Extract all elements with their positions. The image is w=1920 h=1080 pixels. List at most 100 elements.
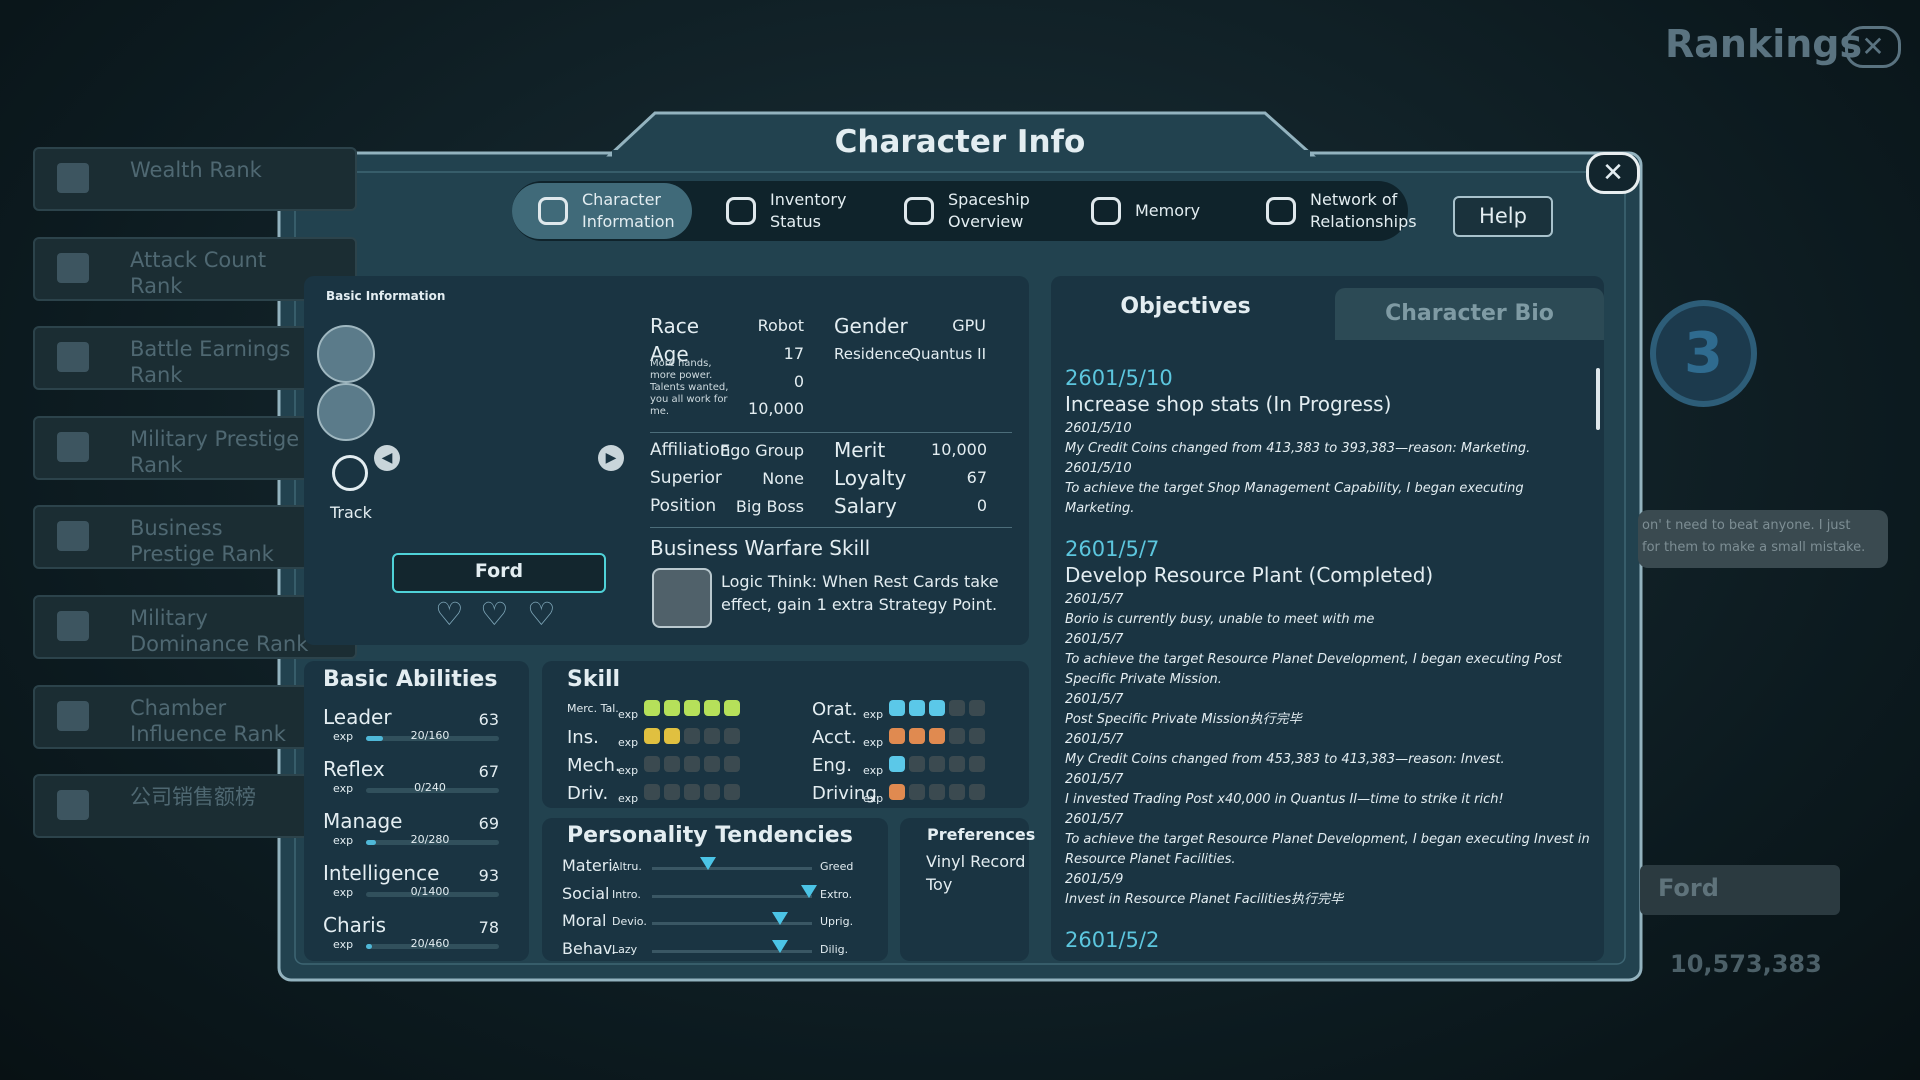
skill-pip	[704, 756, 720, 772]
trait-right: Uprig.	[820, 915, 854, 928]
section-heading: Personality Tendencies	[567, 823, 853, 848]
portrait[interactable]	[317, 325, 375, 383]
nav-tab[interactable]: Spaceship Overview	[878, 183, 1053, 239]
log-date: 2601/5/9	[1065, 872, 1124, 887]
arrow-button[interactable]: ◀	[374, 445, 400, 471]
skill-pip	[969, 784, 985, 800]
trait-name: Moral	[562, 911, 607, 930]
abilities-panel	[304, 661, 529, 961]
skill-pip	[644, 728, 660, 744]
tab-icon	[538, 197, 568, 225]
rank-item[interactable]: Chamber Influence Rank	[33, 684, 357, 749]
skill-pip	[889, 784, 905, 800]
rank-label: Chamber Influence Rank	[130, 695, 286, 746]
trait-right: Greed	[820, 860, 854, 873]
skill-pip	[704, 784, 720, 800]
log-date: 2601/5/7	[1065, 592, 1124, 607]
skill-pip	[909, 784, 925, 800]
rank-item[interactable]: Battle Earnings Rank	[33, 326, 357, 391]
skill-pip	[664, 728, 680, 744]
preferences-panel	[900, 818, 1029, 961]
trait-right: Extro.	[820, 887, 853, 901]
field-value: 0	[793, 372, 804, 391]
skill-pip	[969, 700, 985, 716]
section-heading: Basic Abilities	[323, 667, 498, 692]
skill-pip	[949, 784, 965, 800]
rank-label: Military Dominance Rank	[130, 606, 309, 656]
tab-character-bio[interactable]: Character Bio	[1335, 288, 1604, 340]
rank-item[interactable]: Military Prestige Rank	[33, 415, 357, 480]
tab-objectives[interactable]: Objectives	[1120, 294, 1251, 319]
rank-icon	[57, 163, 89, 193]
trait-name: Behav.	[562, 938, 617, 958]
trait-name: Materi.	[562, 856, 618, 875]
skill-pip	[724, 728, 740, 744]
rank-item[interactable]: Wealth Rank	[33, 147, 357, 211]
speech-text: for them to make a small mistake.	[1642, 540, 1866, 555]
log-text: Borio is currently busy, unable to meet …	[1065, 612, 1375, 627]
close-button[interactable]: ✕	[1586, 152, 1640, 194]
nav-tab[interactable]: Network of Relationships	[1240, 183, 1417, 239]
ability-value: 93	[478, 866, 499, 885]
field-label: Superior	[650, 468, 722, 488]
exp-label: exp	[618, 708, 639, 721]
skill-panel	[542, 661, 1029, 808]
exp-label: exp	[618, 792, 639, 805]
skill-pip	[724, 756, 740, 772]
exp-label: exp	[333, 782, 354, 795]
field-label: Salary	[834, 494, 897, 518]
objectives-panel	[1051, 276, 1604, 961]
entry-title: Develop Resource Plant (Completed)	[1065, 563, 1434, 587]
trait-left: Devio.	[612, 915, 647, 928]
track-label[interactable]: Track	[330, 503, 372, 522]
field-value: Ego Group	[720, 440, 804, 460]
speech-text: on' t need to beat anyone. I just	[1642, 518, 1851, 533]
personality-panel	[542, 818, 888, 961]
field-label: Merit	[834, 438, 886, 462]
motto: More hands, more power. Talents wanted, …	[650, 358, 729, 417]
skill-pip	[704, 728, 720, 744]
log-text: Post Specific Private Mission执行完毕	[1065, 712, 1302, 727]
tab-label: Memory	[1135, 201, 1201, 220]
exp-text: 20/280	[410, 833, 450, 846]
skill-pip	[684, 700, 700, 716]
portrait[interactable]	[317, 383, 375, 441]
nav-tab[interactable]: Character Information	[512, 183, 692, 239]
exp-label: exp	[333, 730, 354, 743]
skill-pip	[909, 756, 925, 772]
field-value: Big Boss	[735, 496, 804, 516]
rank-item[interactable]: 公司销售额榜	[33, 774, 357, 839]
skill-name: Mech.	[567, 755, 621, 776]
skill-icon	[652, 568, 712, 628]
help-button[interactable]: Help	[1453, 196, 1553, 237]
ability-value: 78	[478, 918, 499, 937]
rank-badge: 3	[1650, 300, 1757, 407]
skill-pip	[724, 784, 740, 800]
exp-track	[366, 736, 499, 741]
skill-pip	[644, 700, 660, 716]
rankings-title: Rankings	[1665, 22, 1863, 66]
skill-name: Acct.	[812, 727, 857, 748]
field-label: Age	[650, 342, 689, 366]
exp-label: exp	[863, 736, 884, 749]
skill-pip	[929, 784, 945, 800]
skill-name: Ins.	[567, 727, 599, 748]
rank-item[interactable]: Attack Count Rank	[33, 236, 357, 301]
exp-label: exp	[618, 736, 639, 749]
skill-pip	[929, 700, 945, 716]
arrow-button[interactable]: ▶	[598, 445, 624, 471]
rank-label: Wealth Rank	[130, 158, 262, 182]
rankings-close[interactable]: ✕	[1845, 26, 1901, 68]
trait-name: Social	[562, 883, 610, 903]
log-list: 2601/5/10 Increase shop stats (In Progres…	[1065, 366, 1595, 958]
skill-pip	[724, 700, 740, 716]
ability-name: Reflex	[323, 757, 385, 781]
skill-pip	[889, 756, 905, 772]
exp-fill	[366, 944, 372, 949]
nav-tab[interactable]: Inventory Status	[700, 183, 870, 239]
scrollbar	[1596, 368, 1600, 430]
ability-name: Charis	[323, 913, 387, 937]
nav-tab[interactable]: Memory	[1065, 183, 1215, 239]
skill-pip	[684, 756, 700, 772]
